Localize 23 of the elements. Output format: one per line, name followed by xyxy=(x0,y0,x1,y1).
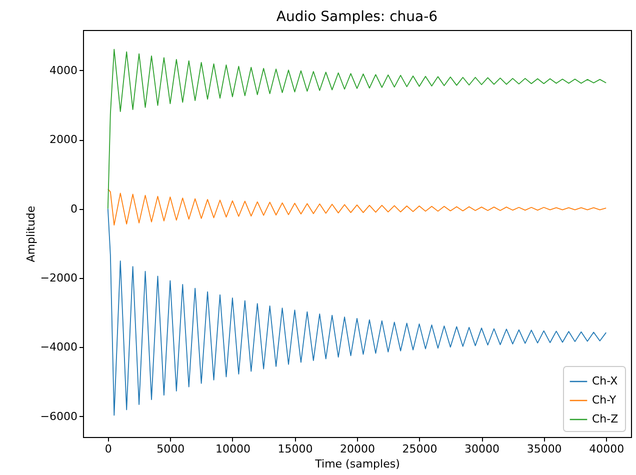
x-tick-label: 5000 xyxy=(156,442,185,456)
legend-label: Ch-Y xyxy=(592,394,616,406)
x-tick-label: 15000 xyxy=(278,442,313,456)
x-tick-label: 30000 xyxy=(464,442,500,456)
x-tick-label: 0 xyxy=(104,442,112,456)
legend-label: Ch-Z xyxy=(592,412,619,426)
x-tick-label: 40000 xyxy=(589,442,624,456)
y-tick-label: −2000 xyxy=(40,271,78,284)
x-tick-label: 10000 xyxy=(215,442,250,456)
x-axis-title: Time (samples) xyxy=(314,458,400,470)
chart-title: Audio Samples: chua-6 xyxy=(276,9,438,25)
x-tick-label: 35000 xyxy=(526,442,562,456)
x-tick-label: 25000 xyxy=(402,442,438,456)
legend-label: Ch-X xyxy=(592,374,618,388)
line-series xyxy=(107,188,607,226)
y-tick-label: 2000 xyxy=(50,133,78,146)
x-tick-label: 20000 xyxy=(340,442,375,456)
y-axis-title: Amplitude xyxy=(24,206,38,262)
line-series xyxy=(107,48,607,210)
y-tick-label: 4000 xyxy=(50,64,78,77)
y-tick-label: −6000 xyxy=(40,410,78,423)
y-tick-label: −4000 xyxy=(40,340,78,354)
y-tick-label: 0 xyxy=(70,202,78,216)
